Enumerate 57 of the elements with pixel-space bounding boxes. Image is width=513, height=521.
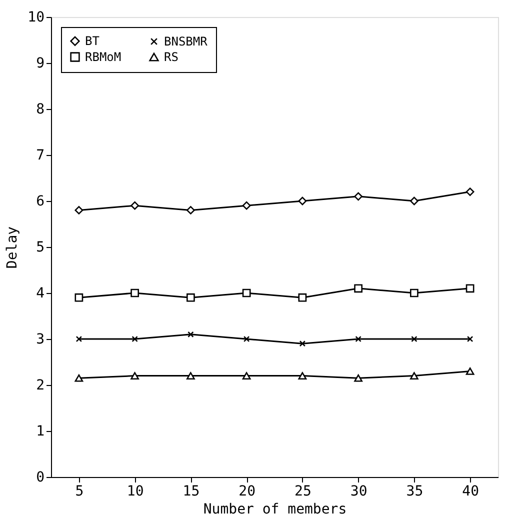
y-axis-title: Delay [4,226,21,269]
point [130,372,139,380]
point [186,206,195,214]
point [298,372,307,380]
point [411,336,418,342]
point [354,192,362,201]
point [466,284,474,293]
point [299,340,306,347]
x-tick-label: 10 [126,484,144,500]
point [243,336,250,342]
y-tick-label: 8 [36,102,44,118]
y-tick-label: 3 [36,332,44,348]
y-tick-label: 2 [36,378,44,394]
y-tick-label: 1 [36,424,44,440]
point [410,288,418,298]
x-tick-label: 25 [294,484,312,500]
point [74,206,84,214]
x-tick-label: 30 [350,484,368,500]
y-tick-label: 5 [36,240,44,256]
x-tick-label: 35 [406,484,424,500]
point [410,196,418,206]
point [355,336,362,342]
point [242,201,251,210]
y-tick-label: 6 [36,194,44,210]
point [298,196,307,206]
point [466,367,474,375]
x-axis-title: Number of members [203,502,347,518]
x-tick-label: 5 [75,484,84,500]
y-tick-label: 10 [28,10,44,26]
point [130,201,139,210]
point [242,288,251,298]
point [186,293,195,302]
point [76,336,82,342]
point [74,293,84,302]
y-tick-label: 4 [36,286,44,302]
x-tick-label: 20 [238,484,256,500]
y-tick-label: 7 [36,148,44,164]
point [410,372,418,380]
point [74,374,84,382]
point [298,293,307,302]
x-tick-label: 40 [462,484,479,500]
point [354,374,362,382]
y-tick-label: 9 [36,56,44,72]
point [466,188,474,196]
point [186,372,195,380]
point [242,372,251,380]
y-tick-label: 0 [36,470,44,486]
legend-label: BT [85,34,100,48]
legend-label: RS [164,50,178,64]
point [130,288,139,298]
point [132,336,138,342]
x-tick-label: 15 [182,484,200,500]
point [354,284,362,293]
legend-label: BNSBMR [164,34,208,48]
point [466,336,474,342]
point [188,331,194,338]
legend-label: RBMoM [85,50,122,64]
